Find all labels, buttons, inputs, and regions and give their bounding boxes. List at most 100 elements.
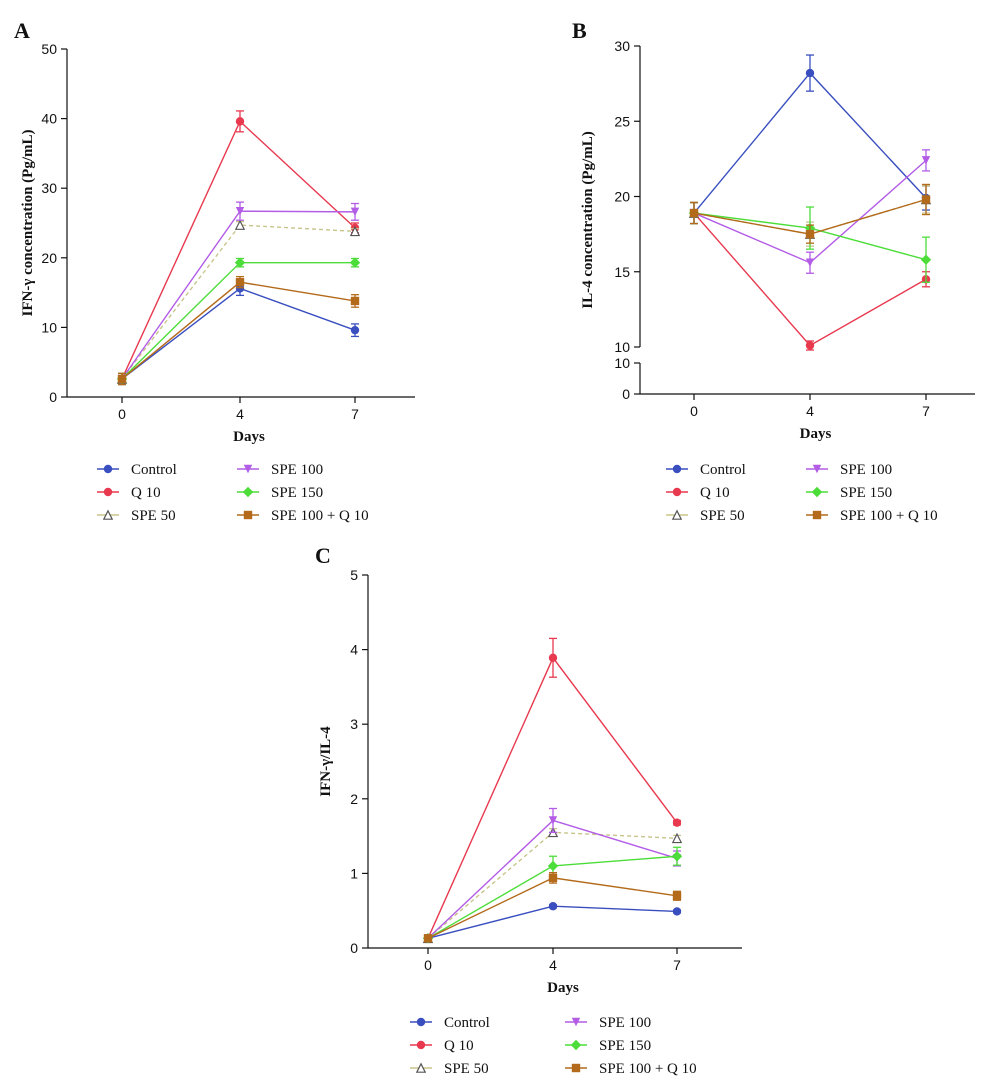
x-axis-title: Days: [233, 429, 265, 445]
legend-item: Q 10: [97, 485, 161, 501]
x-tick-label: 4: [806, 403, 814, 419]
data-point: [548, 816, 558, 825]
legend-item: SPE 100: [806, 462, 892, 478]
legend-label: SPE 100: [599, 1015, 651, 1031]
x-tick-label: 7: [673, 957, 681, 973]
series-spe-100-q-10: [423, 872, 682, 943]
legend-label: SPE 100 + Q 10: [840, 508, 938, 524]
legend-marker: [570, 1039, 582, 1051]
y-tick-label: 3: [350, 716, 358, 732]
legend-marker: [571, 1017, 581, 1027]
data-point: [805, 68, 815, 78]
y-tick-label: 5: [350, 567, 358, 583]
x-axis-title: Days: [547, 980, 579, 996]
y-tick-label: 2: [350, 791, 358, 807]
data-point: [671, 851, 683, 862]
legend-label: SPE 100: [840, 462, 892, 478]
y-tick-label: 20: [41, 250, 57, 266]
legend-item: SPE 100: [237, 462, 323, 478]
legend-label: SPE 100 + Q 10: [271, 508, 369, 524]
series-spe-50: [422, 826, 683, 944]
y-tick-label: 0: [622, 386, 630, 402]
legend-label: SPE 50: [444, 1061, 489, 1077]
y-tick-label: 10: [614, 339, 630, 355]
legend-marker: [416, 1040, 426, 1050]
legend-label: Control: [444, 1015, 490, 1031]
series-line: [121, 120, 356, 380]
legend-item: SPE 50: [410, 1061, 489, 1077]
legend-marker: [671, 509, 683, 520]
panel-letter: C: [315, 543, 331, 568]
y-tick-label: 4: [350, 642, 358, 658]
x-tick-label: 7: [351, 406, 359, 422]
series-line: [121, 224, 356, 380]
legend-item: SPE 100: [565, 1015, 651, 1031]
y-tick-label: 40: [41, 111, 57, 127]
data-point: [235, 277, 245, 287]
data-point: [920, 254, 932, 265]
series-spe-100-q-10: [689, 183, 931, 244]
data-point: [672, 818, 682, 827]
legend-marker: [571, 1063, 581, 1073]
y-tick-label: 30: [41, 180, 57, 196]
data-point: [547, 860, 559, 872]
legend-marker: [812, 464, 822, 474]
legend: Control Q 10 SPE 50 SPE 100 SPE 150 SPE 100 +…: [410, 1015, 697, 1077]
x-tick-label: 0: [424, 957, 432, 973]
axes: [362, 574, 742, 954]
legend-marker: [811, 486, 823, 498]
y-tick-label: 20: [614, 189, 630, 205]
data-point: [350, 296, 360, 306]
data-point: [921, 156, 931, 165]
legend-item: SPE 100 + Q 10: [237, 508, 369, 524]
data-point: [349, 257, 361, 268]
legend-label: SPE 50: [131, 508, 176, 524]
series-spe-50: [116, 219, 361, 386]
legend-item: SPE 50: [97, 508, 176, 524]
legend: Control Q 10 SPE 50 SPE 100 SPE 150 SPE 100 +…: [97, 462, 369, 524]
legend-marker: [416, 1017, 426, 1027]
x-tick-label: 0: [690, 403, 698, 419]
panel-letter: A: [14, 18, 30, 43]
series-line: [427, 905, 678, 939]
data-point: [805, 341, 815, 350]
data-point: [349, 225, 361, 237]
data-point: [350, 207, 360, 217]
series-control: [689, 54, 931, 225]
legend-label: Q 10: [700, 485, 730, 501]
data-point: [672, 907, 682, 916]
data-point: [235, 117, 245, 126]
y-tick-label: 30: [614, 38, 630, 54]
legend-marker: [243, 464, 253, 474]
axes: [634, 45, 975, 400]
legend-marker: [103, 487, 113, 497]
data-point: [548, 902, 558, 911]
legend-marker: [672, 464, 682, 474]
legend-item: Control: [410, 1015, 490, 1031]
legend-item: SPE 100 + Q 10: [565, 1061, 697, 1077]
data-point: [548, 873, 558, 883]
series-q-10: [423, 637, 682, 943]
x-tick-label: 4: [549, 957, 557, 973]
y-axis-title: IFN-γ/IL-4: [318, 726, 334, 797]
x-tick-label: 7: [922, 403, 930, 419]
legend-item: SPE 100 + Q 10: [806, 508, 938, 524]
legend-label: SPE 50: [700, 508, 745, 524]
series-spe-100-q-10: [117, 275, 360, 386]
data-point: [234, 219, 246, 230]
legend-marker: [103, 464, 113, 474]
data-point: [117, 374, 127, 384]
chart-panel-c: C 0 1 2 3 4 5 0 4 7 Days IFN-γ/IL-4 Control Q 10 SPE 5…: [315, 543, 742, 1077]
series-line: [427, 831, 678, 939]
data-point: [548, 653, 558, 663]
y-tick-label: 50: [41, 41, 57, 57]
y-tick-label: 0: [49, 389, 57, 405]
y-tick-label: 1: [350, 865, 358, 881]
legend-label: SPE 150: [840, 485, 892, 501]
data-point: [235, 206, 245, 216]
legend-label: Control: [131, 462, 177, 478]
legend-label: Q 10: [131, 485, 161, 501]
x-axis-title: Days: [800, 426, 832, 442]
data-point: [423, 934, 433, 943]
